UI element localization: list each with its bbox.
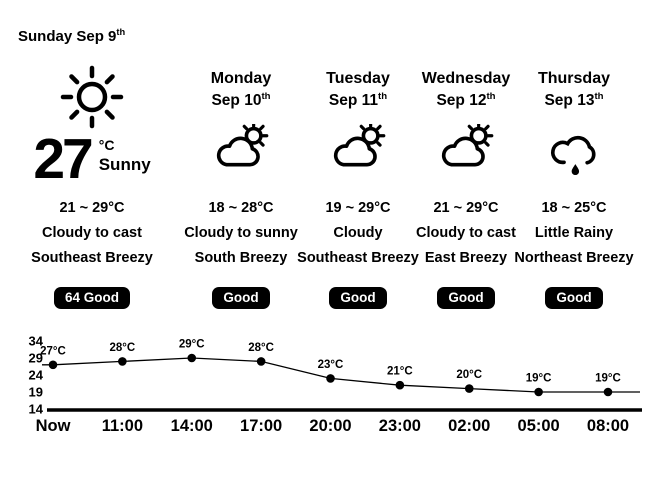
current-temp-block: 27 °C Sunny [17,127,167,191]
temp-unit: °C [98,137,115,153]
forecast-day-card[interactable]: Monday Sep 10th 18 ~ 28°C Cloudy to sunn… [166,0,316,320]
chart-point-label: 23°C [318,359,344,371]
day-name: Wednesday [421,70,511,87]
wind-condition: Southeast Breezy [31,250,153,266]
header-date-suffix: th [116,27,126,37]
day-name: Thursday [537,70,610,87]
current-condition: Sunny [98,155,151,174]
header-date-text: Sunday Sep 9 [18,28,117,45]
air-quality-badge: 64 Good [53,287,130,309]
forecast-day-card[interactable]: Thursday Sep 13th 18 ~ 25°C Little Rainy… [499,0,648,320]
current-temp: 27 [33,127,93,191]
air-quality-badge: Good [545,287,603,309]
temperature-chart: 34 29 24 19 14 27°C 28°C 29°C 28°C 23°C 21°C 20°C 19… [29,334,642,435]
x-tick-label: 02:00 [448,417,490,435]
sky-condition: Cloudy to cast [416,225,516,241]
y-tick-label: 24 [29,368,44,383]
sky-condition: Cloudy [333,225,383,241]
x-tick-label: 14:00 [171,417,213,435]
day-date: Sep 11th [328,91,388,110]
wind-condition: East Breezy [424,250,508,266]
chart-point [256,357,266,366]
y-tick-label: 34 [29,334,44,349]
chart-point [326,374,335,383]
partly-cloudy-icon [283,124,433,171]
temp-range: 21 ~ 29°C [59,200,125,216]
x-tick-label: 20:00 [309,417,351,435]
current-weather-panel: 27 °C Sunny 21 ~ 29°C Cloudy to cast Sou… [17,0,167,320]
partly-cloudy-icon [166,124,316,171]
air-quality-badge: Good [437,287,495,309]
forecast-day-card[interactable]: Wednesday Sep 12th 21 ~ 29°C Cloudy to c… [391,0,541,320]
day-name: Tuesday [326,70,390,87]
rainy-icon [499,124,648,177]
chart-point-label: 19°C [526,373,552,385]
y-tick-label: 19 [29,385,43,400]
x-tick-label: 05:00 [518,417,560,435]
air-quality-badge: Good [212,287,270,309]
chart-point [187,353,197,363]
sky-condition: Cloudy to cast [42,225,142,241]
header-date: Sunday Sep 9th [18,27,125,45]
chart-point [534,387,543,397]
forecast-day-card[interactable]: Tuesday Sep 11th 19 ~ 29°C Cloudy Southe… [283,0,433,320]
partly-cloudy-icon [391,124,541,171]
sun-icon [17,61,167,133]
air-quality-badge: Good [329,287,387,309]
chart-point-label: 28°C [248,342,274,354]
day-date: Sep 12th [436,91,496,110]
sky-condition: Little Rainy [534,225,614,241]
temp-range: 19 ~ 29°C [325,200,391,216]
chart-point-label: 28°C [110,342,136,354]
temp-range: 18 ~ 25°C [541,200,607,216]
wind-condition: Southeast Breezy [297,250,419,266]
temp-range: 18 ~ 28°C [208,200,274,216]
chart-point-label: 19°C [595,373,621,385]
chart-point [48,360,58,370]
x-tick-label: 08:00 [587,417,629,435]
sky-condition: Cloudy to sunny [184,225,298,241]
chart-point [395,380,405,390]
chart-point-label: 27°C [40,345,66,357]
x-tick-label: 23:00 [379,417,421,435]
chart-point [464,384,474,393]
chart-point [603,387,613,397]
y-tick-label: 14 [29,402,44,417]
wind-condition: South Breezy [194,250,288,266]
temp-range: 21 ~ 29°C [433,200,499,216]
wind-condition: Northeast Breezy [514,250,634,266]
day-date: Sep 13th [544,91,604,110]
chart-point [118,357,127,366]
x-tick-label: 11:00 [102,417,143,435]
day-date: Sep 10th [211,91,271,110]
chart-point-label: 29°C [179,339,205,351]
chart-point-label: 21°C [387,366,413,378]
day-name: Monday [210,70,272,87]
x-tick-label: 17:00 [240,417,282,435]
y-tick-label: 29 [29,351,43,366]
x-tick-label: Now [36,417,71,435]
chart-point-label: 20°C [456,369,482,381]
